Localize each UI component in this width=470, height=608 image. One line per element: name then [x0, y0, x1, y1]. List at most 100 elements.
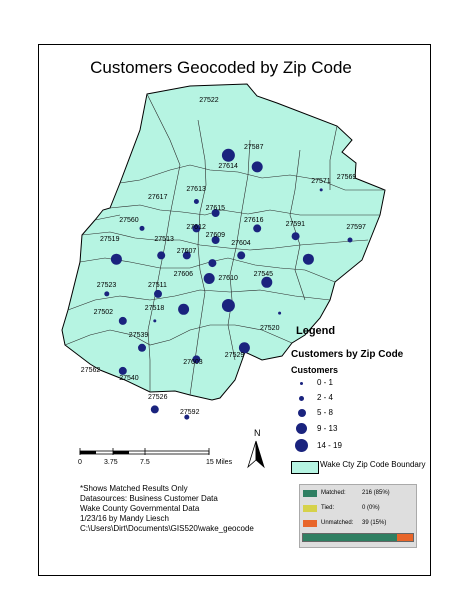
zip-label: 27591	[285, 220, 306, 228]
matched-swatch	[303, 490, 317, 497]
zip-label: 27587	[244, 143, 264, 151]
stats-value: 0 (0%)	[362, 505, 380, 511]
zip-label: 27603	[183, 359, 203, 367]
customer-point	[278, 311, 282, 315]
customer-point	[157, 251, 166, 260]
customer-point	[291, 232, 300, 241]
zip-label: 27519	[100, 236, 120, 243]
zip-label: 27518	[144, 305, 165, 313]
stats-row-matched: Matched: 216 (85%)	[302, 488, 414, 499]
zip-boundaries	[64, 93, 385, 396]
customer-point	[192, 224, 201, 233]
legend-subtitle: Customers by Zip Code	[291, 349, 404, 360]
zip-label: 27571	[311, 178, 331, 186]
note-line: Datasources: Business Customer Data	[80, 494, 218, 503]
note-line: C:\Users\Dirt\Documents\GIS520\wake_geoc…	[80, 524, 254, 533]
customer-point	[110, 253, 122, 265]
note-line: *Shows Matched Results Only	[80, 484, 188, 493]
zip-label: 27520	[260, 324, 280, 332]
zip-label: 27597	[346, 224, 366, 232]
zip-label: 27606	[173, 270, 194, 278]
customer-point	[118, 316, 127, 325]
point-symbol-icon	[295, 439, 308, 452]
point-symbol-icon	[298, 409, 306, 417]
customer-point	[178, 303, 190, 315]
legend-class-label: 2 - 4	[317, 393, 334, 402]
customer-point	[319, 188, 323, 192]
legend-title: Legend	[296, 325, 336, 337]
customer-point	[193, 199, 199, 204]
stats-label: Matched:	[321, 490, 346, 496]
zip-label: 27617	[148, 193, 168, 201]
boundary-legend-label: Wake Cty Zip Code Boundary	[320, 460, 426, 469]
zip-label: 27502	[93, 309, 114, 317]
customer-point	[182, 251, 191, 260]
point-symbol-icon	[300, 382, 303, 385]
customer-point	[221, 148, 235, 162]
customer-points	[104, 148, 353, 420]
customer-point	[237, 251, 246, 260]
scale-tick-label: 15 Miles	[206, 459, 233, 466]
zip-label: 27614	[218, 162, 238, 170]
point-symbol-icon	[299, 396, 304, 401]
customer-point	[184, 414, 190, 420]
zip-label: 27592	[180, 409, 200, 417]
customer-point	[139, 225, 145, 231]
match-progress-fill	[303, 534, 397, 541]
customer-point	[302, 253, 314, 265]
zip-label: 27616	[244, 216, 264, 224]
customer-point	[347, 237, 353, 243]
note-line: Wake County Governmental Data	[80, 504, 200, 513]
wake-county-polygon	[61, 83, 386, 401]
stats-row-tied: Tied: 0 (0%)	[302, 503, 414, 514]
customer-point	[208, 259, 217, 268]
customer-point	[154, 289, 162, 298]
legend-class-label: 0 - 1	[317, 378, 334, 387]
zip-label: 27607	[176, 247, 197, 255]
customer-point	[118, 366, 127, 375]
zip-label: 27569	[336, 174, 357, 182]
stats-label: Unmatched:	[321, 520, 354, 526]
zip-label: 27609	[205, 232, 226, 240]
customer-point	[261, 276, 273, 288]
zip-label: 27562	[80, 366, 101, 374]
customer-point	[253, 224, 262, 233]
zip-label: 27511	[148, 282, 167, 290]
north-arrow-label: N	[254, 428, 261, 438]
legend-class-label: 14 - 19	[317, 441, 342, 450]
legend-field-name: Customers	[291, 365, 339, 375]
zip-label: 27610	[218, 274, 238, 282]
customer-point	[203, 273, 215, 284]
north-arrow-icon	[247, 440, 265, 469]
scale-tick-label: 7.5	[140, 459, 150, 466]
stats-value: 216 (85%)	[362, 490, 390, 496]
scale-tick-label: 0	[78, 459, 82, 466]
legend-class-label: 9 - 13	[317, 424, 338, 433]
zip-label: 27523	[96, 282, 117, 290]
customer-point	[251, 161, 263, 173]
customer-point	[211, 236, 220, 244]
tied-swatch	[303, 505, 317, 512]
zip-label: 27613	[186, 185, 206, 193]
zip-label: 27522	[199, 97, 219, 105]
zip-label: 27560	[119, 216, 139, 224]
legend-class-label: 5 - 8	[317, 408, 334, 417]
stats-value: 39 (15%)	[362, 520, 387, 526]
map-notes: *Shows Matched Results Only Datasources:…	[80, 484, 254, 534]
note-line: 1/23/16 by Mandy Liesch	[80, 514, 169, 523]
customer-point	[104, 291, 110, 297]
scale-bar	[79, 448, 210, 455]
unmatched-swatch	[303, 520, 317, 527]
scale-tick-label: 3.75	[104, 459, 118, 466]
match-progress-bar	[302, 533, 414, 542]
zip-label: 27545	[253, 270, 274, 278]
customer-point	[153, 319, 157, 323]
zip-label: 27540	[119, 374, 139, 382]
map-frame	[38, 44, 431, 576]
customer-point	[221, 299, 235, 312]
map-title: Customers Geocoded by Zip Code	[90, 58, 352, 77]
customer-point	[238, 342, 250, 354]
geocode-stats-panel: Matched: 216 (85%) Tied: 0 (0%) Unmatche…	[299, 484, 417, 548]
stats-label: Tied:	[321, 505, 335, 511]
zip-label: 27526	[148, 393, 168, 401]
